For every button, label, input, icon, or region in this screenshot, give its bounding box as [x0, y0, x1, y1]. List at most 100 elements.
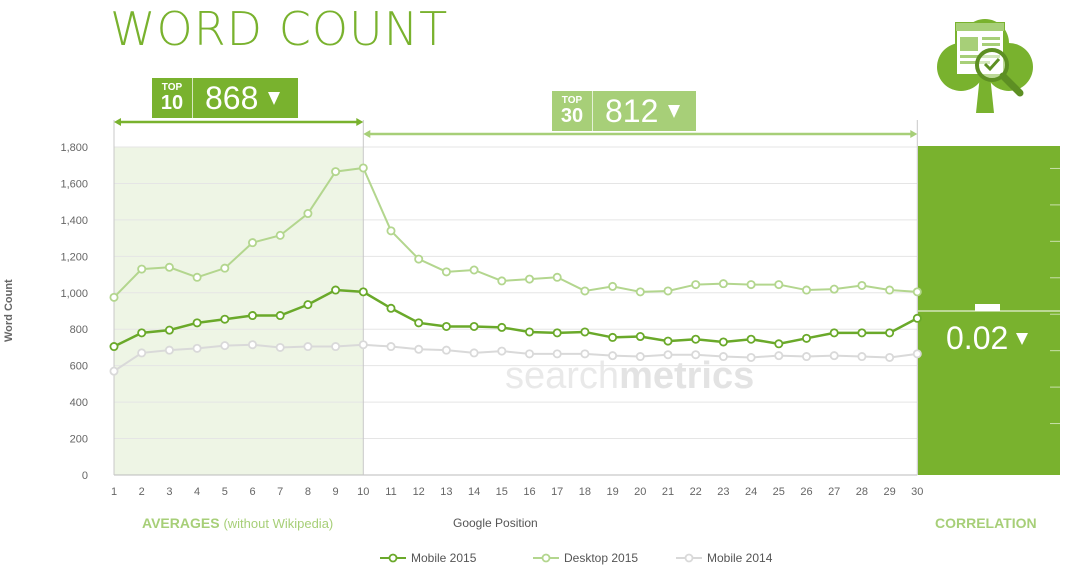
- clover-logo-icon: [937, 19, 1033, 113]
- data-point-mobile2015: [303, 300, 313, 310]
- data-point-mobile2015: [525, 327, 535, 337]
- top30-tag: TOP 30: [552, 91, 593, 131]
- x-tick-label: 10: [357, 486, 369, 498]
- data-point-desktop2015: [718, 279, 728, 289]
- x-tick-label: 21: [662, 486, 674, 498]
- data-point-mobile2015: [137, 328, 147, 338]
- top30-bracket-arrow-right-icon: [910, 130, 918, 138]
- data-point-desktop2015: [247, 238, 257, 248]
- data-point-mobile2014: [247, 340, 257, 350]
- top30-value: 812: [593, 92, 681, 130]
- watermark: searchmetrics: [505, 355, 754, 398]
- legend-marker-mobile2014: [684, 553, 694, 563]
- averages-sub: (without Wikipedia): [223, 516, 334, 531]
- data-point-mobile2015: [746, 334, 756, 344]
- top10-badge: TOP 10 868: [152, 78, 298, 118]
- data-point-desktop2015: [441, 267, 451, 277]
- data-point-mobile2014: [331, 342, 341, 352]
- data-point-mobile2015: [774, 339, 784, 349]
- x-tick-label: 14: [468, 486, 480, 498]
- y-tick-label: 1,400: [60, 215, 88, 227]
- x-tick-label: 2: [139, 486, 145, 498]
- data-point-desktop2015: [469, 265, 479, 275]
- data-point-desktop2015: [525, 274, 535, 284]
- x-tick-label: 18: [579, 486, 591, 498]
- data-point-mobile2014: [580, 349, 590, 359]
- data-point-desktop2015: [497, 276, 507, 286]
- data-point-mobile2014: [469, 348, 479, 358]
- data-point-mobile2014: [441, 345, 451, 355]
- data-point-desktop2015: [303, 209, 313, 219]
- data-point-desktop2015: [912, 287, 922, 297]
- x-tick-label: 11: [385, 486, 396, 498]
- x-tick-label: 1: [111, 486, 117, 498]
- data-point-mobile2015: [691, 334, 701, 344]
- top10-value: 868: [193, 80, 281, 117]
- data-point-desktop2015: [552, 272, 562, 282]
- data-point-mobile2015: [164, 325, 174, 335]
- x-tick-label: 27: [828, 486, 840, 498]
- x-tick-label: 20: [634, 486, 646, 498]
- data-point-mobile2015: [441, 321, 451, 331]
- legend-marker-mobile2015: [388, 553, 398, 563]
- data-point-mobile2014: [137, 348, 147, 358]
- data-point-mobile2015: [192, 318, 202, 328]
- data-point-mobile2014: [802, 352, 812, 362]
- legend-label-desktop2015: Desktop 2015: [564, 551, 638, 565]
- data-point-mobile2014: [525, 349, 535, 359]
- data-point-mobile2015: [912, 313, 922, 323]
- x-tick-label: 12: [413, 486, 425, 498]
- data-point-mobile2015: [247, 311, 257, 321]
- data-point-mobile2014: [635, 352, 645, 362]
- data-point-desktop2015: [857, 280, 867, 290]
- data-point-desktop2015: [608, 281, 618, 291]
- series-line-mobile2014: [113, 343, 918, 372]
- averages-label: AVERAGES (without Wikipedia): [142, 515, 333, 531]
- data-point-mobile2015: [552, 328, 562, 338]
- x-tick-label: 29: [883, 486, 895, 498]
- y-tick-label: 600: [70, 361, 88, 373]
- data-point-mobile2014: [718, 352, 728, 362]
- correlation-value: 0.02: [946, 320, 1029, 357]
- data-point-desktop2015: [164, 262, 174, 272]
- data-point-mobile2015: [109, 342, 119, 352]
- legend-label-mobile2015: Mobile 2015: [411, 551, 477, 565]
- data-point-desktop2015: [386, 226, 396, 236]
- data-point-mobile2015: [386, 303, 396, 313]
- data-point-desktop2015: [774, 280, 784, 290]
- data-point-mobile2015: [802, 333, 812, 343]
- x-tick-label: 3: [166, 486, 172, 498]
- y-tick-label: 200: [70, 434, 88, 446]
- series-line-mobile2015: [113, 288, 918, 348]
- y-tick-label: 400: [70, 397, 88, 409]
- x-tick-label: 4: [194, 486, 200, 498]
- data-point-mobile2014: [220, 341, 230, 351]
- data-point-desktop2015: [275, 230, 285, 240]
- data-point-desktop2015: [635, 287, 645, 297]
- x-tick-label: 9: [333, 486, 339, 498]
- data-point-mobile2014: [358, 340, 368, 350]
- data-point-desktop2015: [109, 292, 119, 302]
- top30-tag-top: TOP: [561, 95, 583, 106]
- x-tick-label: 30: [911, 486, 923, 498]
- data-point-mobile2015: [718, 337, 728, 347]
- top30-value-text: 812: [605, 92, 659, 129]
- top30-bracket-arrow-left-icon: [363, 130, 371, 138]
- data-point-mobile2014: [164, 345, 174, 355]
- data-point-mobile2015: [857, 328, 867, 338]
- data-point-desktop2015: [829, 284, 839, 294]
- x-axis-title: Google Position: [453, 516, 538, 530]
- data-point-mobile2014: [691, 350, 701, 360]
- data-point-mobile2015: [608, 332, 618, 342]
- down-arrow-icon: [1016, 332, 1029, 345]
- y-tick-label: 0: [82, 470, 88, 482]
- correlation-value-text: 0.02: [946, 320, 1009, 356]
- top10-bracket-arrow-left-icon: [114, 118, 121, 126]
- correlation-label: CORRELATION: [935, 515, 1037, 531]
- data-point-desktop2015: [885, 285, 895, 295]
- legend-marker-desktop2015: [541, 553, 551, 563]
- top30-badge: TOP 30 812: [552, 91, 696, 131]
- top10-shade: [114, 147, 364, 475]
- legend-label-mobile2014: Mobile 2014: [707, 551, 773, 565]
